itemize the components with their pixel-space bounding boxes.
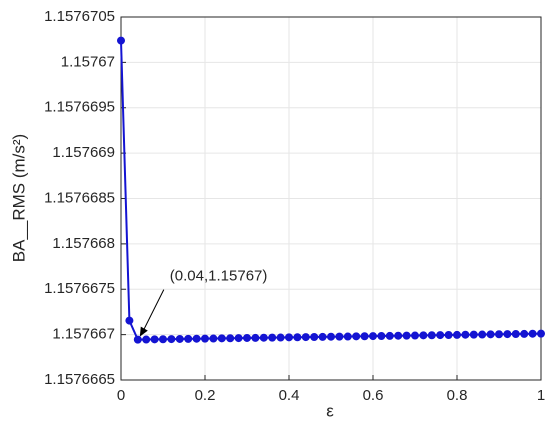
y-tick-label: 1.1576705 [44, 8, 115, 25]
x-tick-label: 0.2 [195, 387, 216, 404]
data-point [217, 334, 226, 343]
data-point [268, 333, 277, 342]
data-point [411, 331, 419, 340]
data-point [394, 331, 403, 340]
data-point [243, 333, 251, 342]
annotation-arrowhead [139, 326, 148, 337]
data-point [285, 333, 293, 342]
x-tick-label: 0.4 [279, 387, 300, 404]
y-tick-label: 1.157667 [52, 326, 115, 343]
data-point [503, 330, 512, 339]
data-point [159, 335, 167, 344]
data-point [385, 331, 394, 340]
data-point [175, 334, 184, 343]
data-point [419, 331, 428, 340]
data-point [327, 332, 335, 341]
x-tick-label: 1 [537, 387, 545, 404]
y-tick-label: 1.1576695 [44, 99, 115, 116]
data-point [276, 333, 285, 342]
data-point [444, 330, 453, 339]
data-point [402, 331, 411, 340]
data-point [461, 330, 470, 339]
data-point [184, 334, 193, 343]
x-axis-label: ε [326, 401, 334, 420]
data-point [201, 334, 209, 343]
data-point [125, 316, 134, 325]
data-point [495, 330, 503, 339]
data-point [352, 332, 361, 341]
data-point [486, 330, 495, 339]
annotation: (0.04,1.15767) [170, 268, 268, 285]
data-point [251, 333, 260, 342]
annotation-arrow [141, 289, 165, 334]
x-tick-label: 0.8 [447, 387, 468, 404]
data-point [369, 332, 377, 341]
data-point [167, 335, 176, 344]
x-tick-label: 0 [117, 387, 125, 404]
data-point [301, 333, 310, 342]
data-point [377, 331, 386, 340]
data-point [133, 335, 142, 344]
data-point [453, 330, 461, 339]
x-tick-label: 0.6 [363, 387, 384, 404]
data-point [209, 334, 218, 343]
data-point [469, 330, 478, 339]
y-tick-label: 1.157668 [52, 235, 115, 252]
y-tick-label: 1.157669 [52, 144, 115, 161]
y-tick-label: 1.1576685 [44, 189, 115, 206]
data-point [226, 334, 235, 343]
data-point [343, 332, 352, 341]
y-tick-label: 1.1576665 [44, 371, 115, 388]
data-point [520, 329, 529, 338]
data-point [436, 331, 445, 340]
data-point [537, 329, 545, 338]
data-point [150, 335, 159, 344]
data-point [142, 335, 151, 344]
data-point [259, 333, 268, 342]
axes-box [120, 16, 542, 381]
data-point [528, 329, 537, 338]
data-point [511, 329, 520, 338]
data-point [310, 332, 319, 341]
data-point [234, 334, 243, 343]
data-point [335, 332, 344, 341]
data-point [192, 334, 201, 343]
data-point [318, 332, 327, 341]
data-point [360, 332, 369, 341]
data-point [427, 331, 436, 340]
y-axis-label: BA__RMS (m/s²) [9, 134, 28, 262]
data-point [293, 333, 302, 342]
data-point [117, 36, 125, 45]
y-tick-label: 1.15767 [61, 53, 115, 70]
y-tick-label: 1.1576675 [44, 280, 115, 297]
data-point [478, 330, 487, 339]
